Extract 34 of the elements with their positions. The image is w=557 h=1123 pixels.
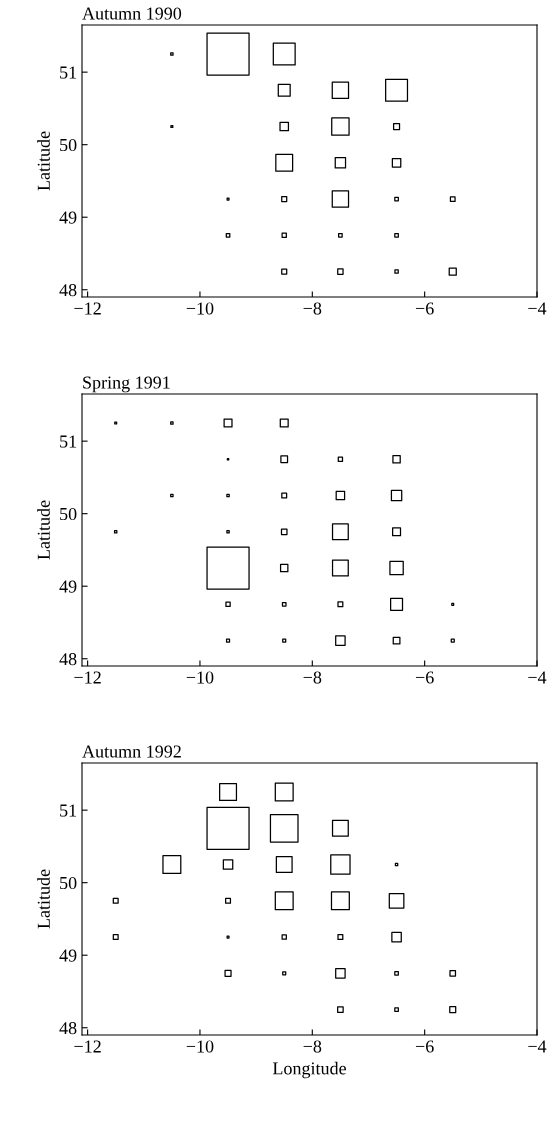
x-tick-label: −6 (415, 671, 434, 684)
y-tick-label: 51 (60, 435, 77, 448)
y-axis-title: Latitude (37, 131, 50, 191)
x-tick-label: −12 (74, 1040, 101, 1053)
x-tick-label: −8 (303, 302, 322, 315)
x-axis-title: Longitude (272, 1061, 346, 1079)
x-tick-label: −12 (74, 302, 101, 315)
chart-title: Autumn 1990 (82, 7, 182, 20)
x-tick-label: −12 (74, 671, 101, 684)
y-tick-label: 48 (59, 653, 77, 666)
y-axis-title: Latitude (37, 869, 50, 929)
y-tick-label: 50 (60, 507, 77, 521)
y-tick-label: 51 (60, 66, 77, 79)
y-axis-title: Latitude (37, 500, 50, 560)
y-tick-label: 50 (60, 876, 77, 890)
y-tick-label: 50 (60, 138, 77, 152)
y-tick-label: 48 (59, 284, 77, 297)
x-tick-label: −10 (186, 671, 214, 684)
x-tick-label: −10 (186, 1040, 214, 1053)
x-tick-label: −8 (303, 671, 322, 684)
x-tick-label: −4 (528, 302, 547, 315)
x-tick-label: −8 (303, 1040, 322, 1053)
x-tick-label: −6 (415, 302, 434, 315)
y-tick-label: 48 (59, 1022, 77, 1035)
x-tick-label: −10 (186, 302, 214, 315)
y-tick-label: 49 (59, 211, 77, 224)
x-tick-label: −6 (415, 1040, 434, 1053)
chart-title: Autumn 1992 (82, 745, 181, 758)
chart-title: Spring 1991 (83, 376, 170, 393)
y-tick-label: 49 (59, 949, 77, 962)
y-tick-label: 49 (59, 580, 77, 593)
y-tick-label: 51 (60, 804, 77, 817)
x-tick-label: −4 (528, 1040, 547, 1053)
x-tick-label: −4 (528, 671, 547, 684)
